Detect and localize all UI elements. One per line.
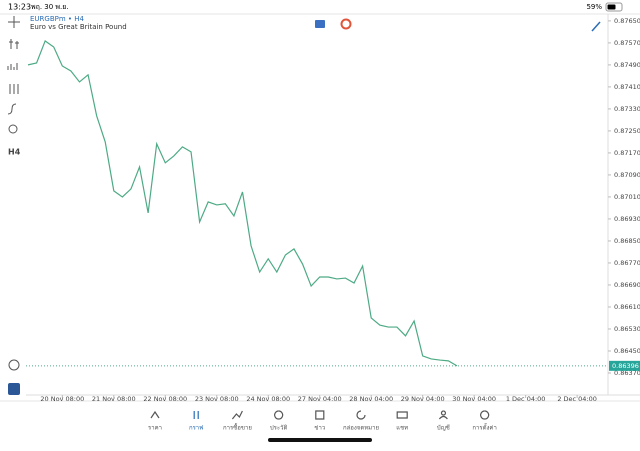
function-tool[interactable]: [7, 103, 17, 115]
tab-icon[interactable]: [356, 410, 366, 420]
status-time: 13:23: [8, 3, 31, 12]
x-tick-label: 21 Nov 08:00: [92, 395, 136, 403]
settings-tool[interactable]: [9, 84, 19, 94]
y-tick-label: 0.87410: [614, 83, 640, 91]
y-tick-label: 0.86610: [614, 303, 640, 311]
tab-label[interactable]: ประวัติ: [270, 425, 288, 432]
current-price-box: [609, 360, 640, 371]
y-tick-label: 0.87250: [614, 127, 640, 135]
y-tick-label: 0.87090: [614, 171, 640, 179]
home-indicator: [268, 438, 372, 442]
tab-icon[interactable]: [274, 410, 284, 420]
tab-icon[interactable]: [396, 411, 408, 419]
y-tick-label: 0.86450: [614, 347, 640, 355]
x-tick-label: 24 Nov 08:00: [246, 395, 290, 403]
tab-label[interactable]: การซื้อขาย: [223, 422, 252, 432]
y-tick-label: 0.87010: [614, 193, 640, 201]
candles-tool[interactable]: [9, 39, 19, 49]
y-tick-label: 0.87330: [614, 105, 640, 113]
x-tick-label: 1 Dec 04:00: [506, 395, 546, 403]
y-tick-label: 0.87170: [614, 149, 640, 157]
current-price-label: 0.86396: [612, 362, 639, 370]
tab-icon[interactable]: [193, 411, 199, 419]
chart-subtitle: Euro vs Great Britain Pound: [30, 23, 127, 31]
y-tick-label: 0.87490: [614, 61, 640, 69]
chart-title: EURGBPm • H4: [30, 15, 85, 23]
expand-icon[interactable]: [591, 21, 601, 32]
toolbar: [7, 16, 20, 371]
battery-icon: [605, 2, 623, 12]
y-tick-label: 0.87570: [614, 39, 640, 47]
x-tick-label: 28 Nov 04:00: [349, 395, 393, 403]
tab-icon[interactable]: [480, 410, 490, 420]
tab-icon[interactable]: [438, 410, 448, 420]
objects-tool[interactable]: [8, 124, 18, 134]
app-icon[interactable]: [8, 383, 20, 395]
timeframe[interactable]: H4: [8, 148, 21, 157]
bottom-tool[interactable]: [8, 359, 20, 371]
tab-icon[interactable]: [231, 410, 243, 420]
y-tick-label: 0.86930: [614, 215, 640, 223]
y-tick-label: 0.87650: [614, 17, 640, 25]
x-tick-label: 23 Nov 08:00: [195, 395, 239, 403]
tab-label[interactable]: แชท: [396, 425, 408, 432]
tab-label[interactable]: การตั้งค่า: [472, 422, 496, 432]
x-tick-label: 20 Nov 08:00: [40, 395, 84, 403]
status-date: พฤ. 30 พ.ย.: [31, 3, 69, 11]
x-tick-label: 30 Nov 04:00: [452, 395, 496, 403]
battery-level: [607, 4, 616, 10]
y-tick-label: 0.86850: [614, 237, 640, 245]
x-tick-label: 2 Dec 04:00: [557, 395, 597, 403]
crosshair-tool[interactable]: [8, 16, 20, 28]
x-tick-label: 27 Nov 04:00: [298, 395, 342, 403]
x-tick-label: 29 Nov 04:00: [401, 395, 445, 403]
status-battery: 59%: [586, 3, 602, 11]
tab-label[interactable]: บัญชี: [437, 424, 450, 432]
indicators-tool[interactable]: [7, 63, 18, 70]
tab-icon[interactable]: [150, 410, 160, 419]
price-line: [27, 40, 458, 367]
tab-label[interactable]: กราฟ: [189, 425, 203, 432]
y-tick-label: 0.86690: [614, 281, 640, 289]
buy-sell-button[interactable]: [315, 20, 325, 28]
tab-label[interactable]: ข่าว: [314, 425, 325, 432]
x-tick-label: 22 Nov 08:00: [143, 395, 187, 403]
y-tick-label: 0.86370: [614, 369, 640, 377]
y-tick-label: 0.86770: [614, 259, 640, 267]
signal-button[interactable]: [340, 18, 352, 30]
tab-icon[interactable]: [315, 410, 325, 420]
tab-label[interactable]: ราคา: [148, 425, 162, 432]
tab-label[interactable]: กล่องจดหมาย: [343, 425, 379, 432]
y-tick-label: 0.86530: [614, 325, 640, 333]
